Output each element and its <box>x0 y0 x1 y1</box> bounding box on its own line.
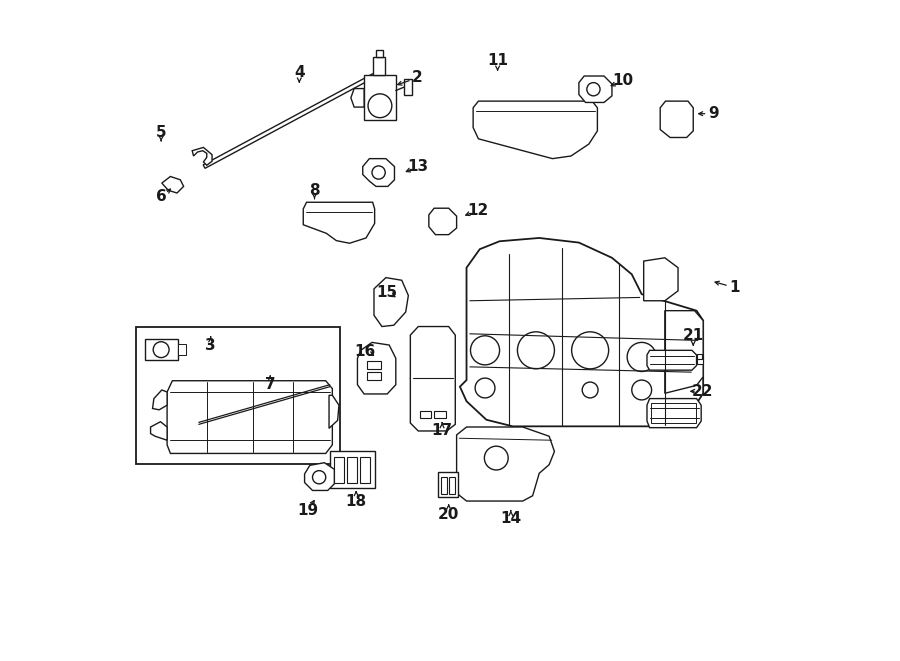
Text: 8: 8 <box>310 183 320 198</box>
Text: 17: 17 <box>431 424 453 438</box>
Text: 15: 15 <box>376 285 398 299</box>
Bar <box>697 354 702 359</box>
Polygon shape <box>665 311 703 393</box>
Bar <box>364 75 396 120</box>
Polygon shape <box>303 202 374 243</box>
Polygon shape <box>647 399 701 428</box>
Circle shape <box>632 380 652 400</box>
Polygon shape <box>329 395 339 428</box>
Text: 10: 10 <box>613 73 634 88</box>
Circle shape <box>582 382 599 398</box>
Polygon shape <box>304 463 334 490</box>
Bar <box>366 361 382 369</box>
Bar <box>136 327 339 464</box>
Text: 22: 22 <box>692 384 714 399</box>
Circle shape <box>484 446 508 470</box>
Polygon shape <box>357 342 396 394</box>
Text: 5: 5 <box>156 125 166 139</box>
Polygon shape <box>193 147 212 165</box>
Polygon shape <box>150 422 167 440</box>
Polygon shape <box>167 381 332 453</box>
Circle shape <box>475 378 495 398</box>
Bar <box>360 457 370 483</box>
Bar <box>346 457 356 483</box>
Text: 11: 11 <box>487 54 508 68</box>
Polygon shape <box>647 350 697 370</box>
Circle shape <box>372 166 385 179</box>
Text: 18: 18 <box>346 494 366 508</box>
Circle shape <box>368 94 392 118</box>
Text: 4: 4 <box>294 65 304 80</box>
Bar <box>434 411 446 418</box>
Circle shape <box>471 336 500 365</box>
Text: 9: 9 <box>707 106 718 121</box>
Polygon shape <box>456 427 554 501</box>
Text: 21: 21 <box>682 329 704 343</box>
Polygon shape <box>363 159 394 186</box>
Text: 7: 7 <box>265 377 275 392</box>
Text: 12: 12 <box>467 203 489 217</box>
Text: 13: 13 <box>408 159 428 174</box>
Bar <box>374 57 385 75</box>
Bar <box>145 339 177 360</box>
Text: 14: 14 <box>500 512 521 526</box>
Polygon shape <box>374 278 409 327</box>
Polygon shape <box>661 101 693 137</box>
Polygon shape <box>460 238 703 426</box>
Bar <box>651 403 696 423</box>
Polygon shape <box>203 73 375 169</box>
Bar <box>376 50 382 57</box>
Bar <box>366 372 382 380</box>
Text: 20: 20 <box>438 507 459 522</box>
Polygon shape <box>410 327 455 431</box>
Bar <box>419 411 431 418</box>
Bar <box>404 79 411 95</box>
Bar <box>334 457 344 483</box>
Circle shape <box>587 83 600 96</box>
Text: 19: 19 <box>297 503 319 518</box>
Polygon shape <box>162 176 184 193</box>
Polygon shape <box>351 89 364 107</box>
Polygon shape <box>644 258 678 301</box>
Circle shape <box>572 332 608 369</box>
Polygon shape <box>428 208 456 235</box>
Circle shape <box>312 471 326 484</box>
Bar <box>438 472 458 497</box>
Bar <box>449 477 455 494</box>
Text: 6: 6 <box>156 190 166 204</box>
Bar <box>441 477 446 494</box>
Polygon shape <box>579 76 612 102</box>
Polygon shape <box>153 390 167 410</box>
Circle shape <box>627 342 656 371</box>
Text: 3: 3 <box>205 338 216 352</box>
Text: 2: 2 <box>411 71 422 85</box>
Text: 1: 1 <box>729 280 740 295</box>
Bar <box>329 451 374 488</box>
Circle shape <box>518 332 554 369</box>
Circle shape <box>153 342 169 358</box>
Bar <box>177 344 185 355</box>
Text: 16: 16 <box>355 344 376 359</box>
Polygon shape <box>473 101 598 159</box>
Bar <box>697 356 703 364</box>
